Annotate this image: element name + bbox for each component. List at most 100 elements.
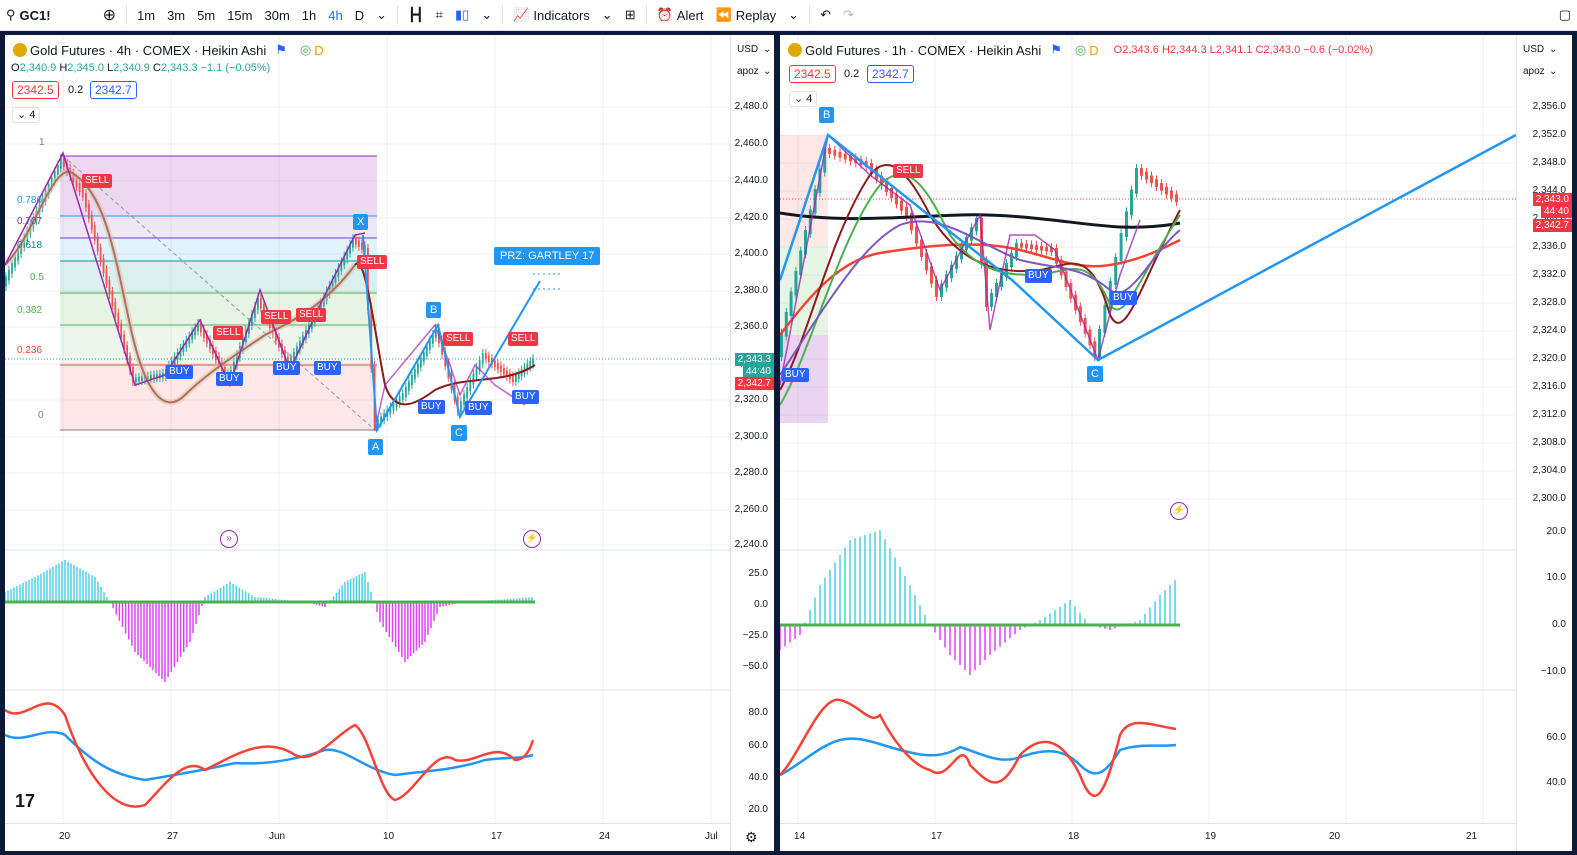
buy-price-button[interactable]: 2342.7	[90, 81, 137, 99]
fib-label: 0.707	[17, 216, 43, 227]
price-tick: 2,300.0	[1532, 493, 1566, 504]
interval-dropdown[interactable]: ⌄	[370, 0, 393, 31]
currency-selector[interactable]: USD	[737, 44, 759, 55]
dividend-event-icon[interactable]: ⚡	[523, 530, 541, 548]
interval-4h[interactable]: 4h	[328, 7, 343, 23]
interval-5m[interactable]: 5m	[197, 7, 216, 23]
left-title: Gold Futures · 4h · COMEX · Heikin Ashi	[30, 42, 267, 58]
indicator-count: 4	[29, 109, 36, 121]
interval-30m[interactable]: 30m	[264, 7, 290, 23]
interval-1m[interactable]: 1m	[137, 7, 156, 23]
divider	[126, 5, 127, 25]
plus-circle-icon: ⊕	[102, 7, 116, 24]
osc-tick: 0.0	[754, 599, 768, 610]
delayed-badge-icon: D	[1089, 42, 1099, 58]
left-oscillator	[5, 560, 533, 682]
scale-selector[interactable]: apoz	[737, 66, 759, 77]
flag-icon[interactable]: ⚑	[1050, 42, 1062, 57]
compare-button[interactable]: ⊕	[97, 0, 122, 31]
price-tick: 2,336.0	[1532, 241, 1566, 252]
bars-button[interactable]: ⌗	[430, 0, 449, 31]
close-value: 2,343.3	[160, 62, 198, 74]
pattern-point-c: C	[451, 425, 467, 441]
time-tick: 27	[167, 831, 179, 842]
undo-icon: ↶	[820, 7, 831, 22]
time-tick: 17	[931, 831, 943, 842]
price-tick: 2,332.0	[1532, 269, 1566, 280]
tradingview-logo-icon: 17	[15, 791, 36, 811]
data-status-icon: ◎	[1074, 42, 1087, 57]
time-tick: 24	[599, 831, 611, 842]
indicators-button[interactable]: 📈 Indicators	[507, 0, 596, 31]
interval-15m[interactable]: 15m	[227, 7, 253, 23]
price-tick: 2,308.0	[1532, 437, 1566, 448]
rsi-tick: 60.0	[1546, 732, 1566, 743]
chart-style-button[interactable]: ▮▯	[449, 0, 475, 31]
price-tick: 2,460.0	[734, 138, 768, 149]
chevron-down-icon: ⌄	[763, 66, 772, 77]
osc-tick: −50.0	[742, 661, 768, 672]
osc-tick: −10.0	[1540, 666, 1566, 677]
right-legend[interactable]: Gold Futures · 1h · COMEX · Heikin Ashi …	[788, 42, 1373, 58]
right-time-axis[interactable]: 14 17 18 19 20 21	[780, 823, 1516, 851]
layout-button[interactable]: ⊞	[619, 0, 642, 31]
economic-event-icon[interactable]: »	[220, 530, 238, 548]
sell-price-button[interactable]: 2342.5	[12, 81, 59, 99]
left-price-axis[interactable]: USD ⌄ apoz ⌄ 2,480.0 2,460.0 2,440.0 2,4…	[730, 35, 774, 851]
countdown-tag: 44:40	[742, 365, 774, 378]
price-tick: 2,440.0	[734, 175, 768, 186]
buy-signal: BUY	[512, 390, 539, 404]
fib-label: 1	[39, 137, 45, 148]
price-tick: 2,300.0	[734, 431, 768, 442]
buy-signal: BUY	[216, 372, 243, 386]
indicators-collapse-button[interactable]: ⌄ 4	[12, 107, 41, 123]
buy-signal: BUY	[418, 400, 445, 414]
undo-button[interactable]: ↶	[814, 0, 837, 31]
redo-button[interactable]: ↷	[837, 0, 860, 31]
left-time-axis[interactable]: 20 27 Jun 10 17 24 Jul	[5, 823, 730, 851]
flag-icon[interactable]: ⚑	[275, 42, 287, 57]
time-tick: 10	[383, 831, 395, 842]
symbol-search[interactable]: ⚲ GC1!	[0, 0, 57, 31]
price-tick: 2,340.0	[1533, 213, 1566, 224]
dividend-event-icon[interactable]: ⚡	[1170, 502, 1188, 520]
price-tick: 2,356.0	[1532, 101, 1566, 112]
time-tick: 20	[59, 831, 71, 842]
replay-button[interactable]: ⏪ Replay	[710, 0, 783, 31]
close-value: 2,343.0	[1263, 44, 1301, 56]
price-tick: 2,400.0	[734, 248, 768, 259]
osc-tick: 25.0	[748, 568, 768, 579]
chevron-down-icon: ⌄	[376, 7, 388, 22]
scale-selector[interactable]: apoz	[1523, 66, 1545, 77]
time-tick: Jul	[705, 831, 718, 842]
right-price-axis[interactable]: USD ⌄ apoz ⌄ 2,356.0 2,352.0 2,348.0 2,3…	[1516, 35, 1572, 851]
low-value: 2,341.1	[1215, 44, 1253, 56]
alert-button[interactable]: ⏰ Alert	[651, 0, 710, 31]
replay-dropdown[interactable]: ⌄	[782, 0, 805, 31]
indicators-icon: 📈	[513, 7, 530, 22]
left-legend[interactable]: Gold Futures · 4h · COMEX · Heikin Ashi …	[13, 42, 324, 58]
interval-D[interactable]: D	[354, 7, 365, 23]
buy-signal: BUY	[166, 365, 193, 379]
high-value: 2,345.0	[67, 62, 104, 74]
sell-price-button[interactable]: 2342.5	[789, 65, 836, 83]
pattern-point-c: C	[1087, 366, 1103, 382]
buy-price-button[interactable]: 2342.7	[867, 65, 914, 83]
pattern-point-b: B	[426, 302, 442, 318]
rsi-tick: 80.0	[748, 707, 768, 718]
candles-button[interactable]: ┣┫	[402, 0, 430, 31]
sell-signal: SELL	[893, 164, 924, 178]
right-chart[interactable]: Gold Futures · 1h · COMEX · Heikin Ashi …	[780, 35, 1572, 851]
left-chart[interactable]: Gold Futures · 4h · COMEX · Heikin Ashi …	[5, 35, 774, 851]
interval-3m[interactable]: 3m	[167, 7, 186, 23]
chevron-down-icon: ⌄	[763, 44, 772, 55]
interval-1h[interactable]: 1h	[301, 7, 317, 23]
chart-style-dropdown[interactable]: ⌄	[475, 0, 498, 31]
settings-gear-icon[interactable]: ⚙	[745, 829, 758, 845]
indicators-dropdown[interactable]: ⌄	[596, 0, 619, 31]
time-tick: 17	[491, 831, 503, 842]
osc-tick: 10.0	[1546, 572, 1566, 583]
currency-selector[interactable]: USD	[1523, 44, 1545, 55]
fullscreen-button[interactable]: ▢	[1553, 0, 1577, 31]
indicators-collapse-button[interactable]: ⌄ 4	[789, 91, 818, 107]
